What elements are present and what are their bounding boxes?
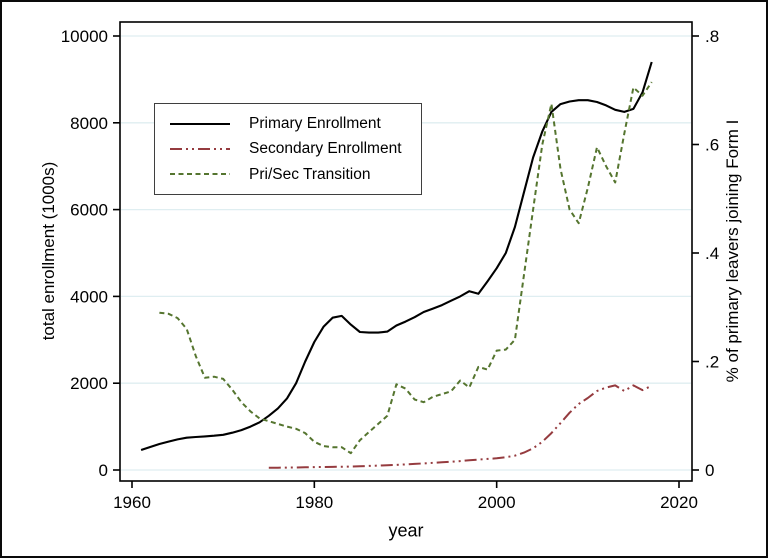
secondary-enrollment-line bbox=[268, 384, 653, 469]
legend-item-secondary: Secondary Enrollment bbox=[155, 138, 421, 160]
y-axis-left-title: total enrollment (1000s) bbox=[39, 161, 58, 341]
legend: Primary Enrollment Secondary Enrollment … bbox=[154, 103, 422, 195]
y-axis-right-title: % of primary leavers joining Form I bbox=[723, 119, 742, 383]
x-axis-title: year bbox=[388, 520, 424, 541]
primary-line-swatch bbox=[170, 122, 230, 125]
x-tick-label: 1980 bbox=[295, 493, 333, 512]
y-left-tick-label: 2000 bbox=[70, 374, 108, 393]
y-right-tick-label: .4 bbox=[705, 244, 719, 263]
y-right-tick-label: .8 bbox=[705, 27, 719, 46]
legend-item-transition: Pri/Sec Transition bbox=[155, 163, 421, 185]
transition-line-swatch bbox=[170, 173, 230, 176]
legend-item-primary: Primary Enrollment bbox=[155, 113, 421, 135]
y-left-tick-label: 4000 bbox=[70, 287, 108, 306]
y-right-tick-label: .2 bbox=[705, 353, 719, 372]
y-left-tick-label: 8000 bbox=[70, 114, 108, 133]
secondary-line-swatch bbox=[170, 147, 230, 150]
x-tick-label: 1960 bbox=[113, 493, 151, 512]
y-left-tick-label: 6000 bbox=[70, 201, 108, 220]
y-left-tick-label: 10000 bbox=[61, 27, 108, 46]
y-right-tick-label: .6 bbox=[705, 136, 719, 155]
primary-enrollment-line bbox=[140, 61, 653, 451]
legend-label-primary: Primary Enrollment bbox=[249, 114, 381, 132]
legend-label-transition: Pri/Sec Transition bbox=[249, 165, 371, 183]
y-left-tick-label: 0 bbox=[99, 461, 108, 480]
prisec-transition-line bbox=[159, 81, 653, 455]
x-tick-label: 2000 bbox=[478, 493, 516, 512]
legend-label-secondary: Secondary Enrollment bbox=[249, 140, 402, 158]
x-tick-label: 2020 bbox=[660, 493, 698, 512]
plot-frame bbox=[119, 21, 693, 482]
y-right-tick-label: 0 bbox=[705, 461, 714, 480]
